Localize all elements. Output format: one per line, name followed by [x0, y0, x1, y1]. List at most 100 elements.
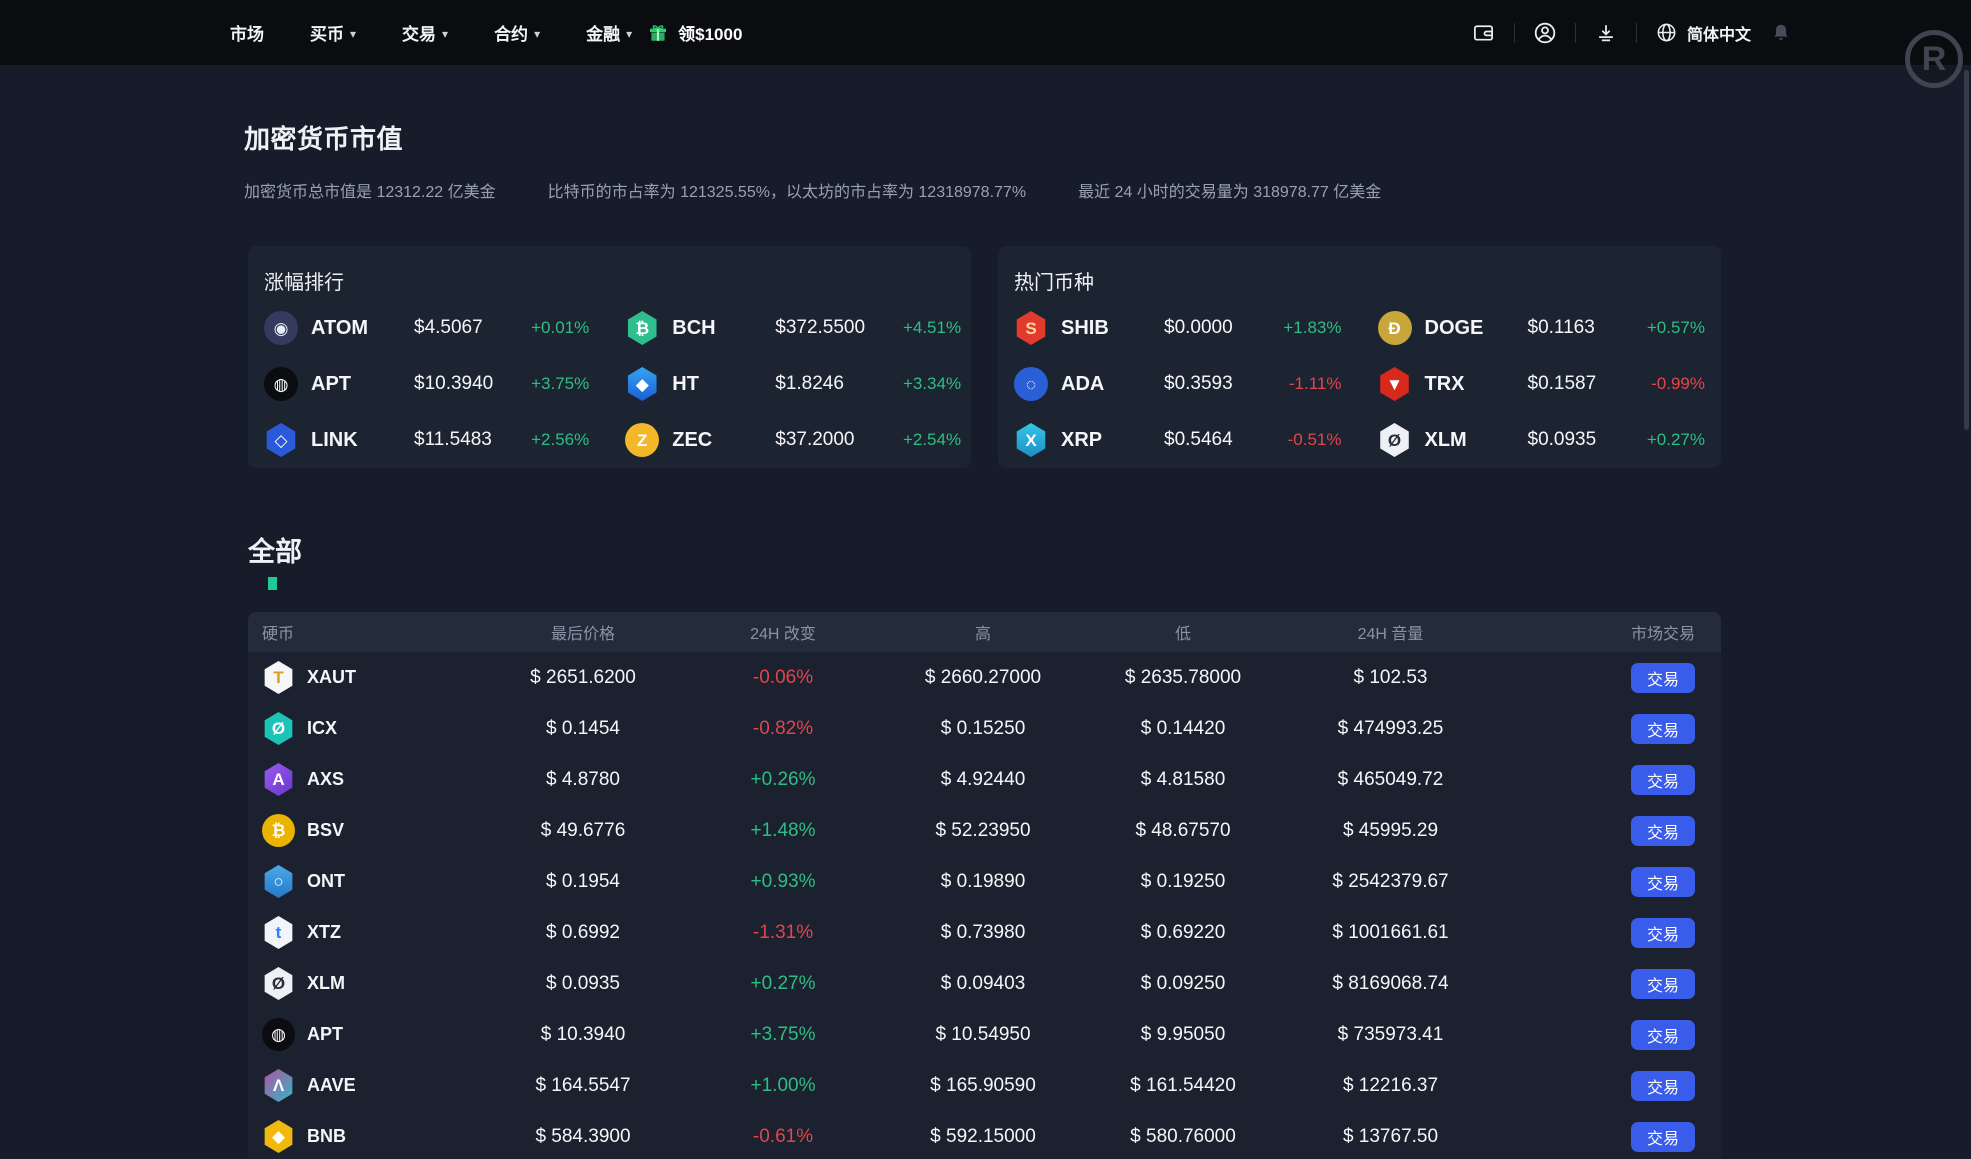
coin-change: +2.56%: [531, 430, 590, 449]
change-24h: -0.82%: [752, 717, 814, 739]
nav-item-futures[interactable]: 合约 ▾: [494, 20, 540, 45]
last-price: $ 49.6776: [540, 819, 626, 841]
coin-item-link[interactable]: ◇ LINK $11.5483 +2.56%: [264, 412, 589, 468]
nav-item-market[interactable]: 市场 ▾: [230, 20, 264, 45]
nav-item-buy-crypto[interactable]: 买币 ▾: [310, 20, 356, 45]
download-app-icon[interactable]: [1594, 21, 1618, 45]
trade-button[interactable]: 交易: [1631, 713, 1695, 744]
change-24h: +0.26%: [750, 768, 816, 790]
coin-symbol: XTZ: [307, 922, 341, 942]
page-title: 加密货币市值: [244, 124, 404, 154]
coin-item-ada[interactable]: ◌ ADA $0.3593 -1.11%: [1014, 356, 1342, 412]
coin-change: +4.51%: [902, 318, 962, 337]
coin-price: $0.5464: [1164, 429, 1233, 450]
high-24h: $ 0.19890: [940, 870, 1026, 892]
change-24h: +1.00%: [750, 1074, 816, 1096]
coin-item-bch[interactable]: ₿ BCH $372.5500 +4.51%: [625, 300, 961, 356]
xtz-coin-icon: t: [264, 916, 293, 949]
chevron-down-icon: ▾: [442, 26, 449, 41]
table-row-xaut: T XAUT $ 2651.6200 -0.06% $ 2660.27000 $…: [248, 652, 1721, 703]
trade-button[interactable]: 交易: [1631, 968, 1695, 999]
change-24h: +3.75%: [750, 1023, 816, 1045]
account-icon[interactable]: [1533, 21, 1557, 45]
table-row-axs: A AXS $ 4.8780 +0.26% $ 4.92440 $ 4.8158…: [248, 754, 1721, 805]
column-header-6: 市场交易: [1630, 626, 1695, 643]
coin-item-zec[interactable]: Z ZEC $37.2000 +2.54%: [625, 412, 961, 468]
wallet-icon[interactable]: [1472, 21, 1496, 45]
volume-24h: $ 102.53: [1353, 666, 1428, 688]
trade-button[interactable]: 交易: [1631, 917, 1695, 948]
link-coin-icon: ◇: [266, 423, 296, 457]
coin-change: -0.99%: [1651, 374, 1705, 393]
trade-button[interactable]: 交易: [1631, 1019, 1695, 1050]
trade-button[interactable]: 交易: [1631, 815, 1695, 846]
aave-coin-icon: Λ: [264, 1069, 293, 1102]
promo-bonus-link[interactable]: 领$1000: [646, 20, 742, 45]
trade-button[interactable]: 交易: [1631, 764, 1695, 795]
last-price: $ 2651.6200: [530, 666, 636, 688]
coin-change: -1.11%: [1288, 374, 1342, 393]
volume-24h: $ 1001661.61: [1332, 921, 1449, 943]
market-stats: 加密货币总市值是 12312.22 亿美金 比特币的市占率为 121325.55…: [244, 178, 1971, 202]
card-title: 热门币种: [1014, 271, 1094, 294]
language-selector[interactable]: 简体中文: [1655, 21, 1751, 45]
volume-24h: $ 13767.50: [1342, 1125, 1439, 1147]
coin-item-trx[interactable]: ▼ TRX $0.1587 -0.99%: [1378, 356, 1705, 412]
ht-coin-icon: ◆: [627, 367, 657, 401]
high-24h: $ 592.15000: [930, 1125, 1036, 1147]
scrollbar-thumb[interactable]: [1964, 70, 1969, 430]
coin-symbol: APT: [307, 1024, 343, 1044]
volume-24h: $ 45995.29: [1342, 819, 1439, 841]
coin-item-doge[interactable]: Ð DOGE $0.1163 +0.57%: [1377, 300, 1705, 356]
last-price: $ 584.3900: [535, 1125, 631, 1147]
coin-price: $0.0000: [1164, 317, 1233, 338]
last-price: $ 164.5547: [535, 1074, 631, 1096]
last-price: $ 0.0935: [546, 972, 620, 994]
gift-icon: [646, 21, 670, 45]
coin-symbol: BNB: [307, 1126, 346, 1146]
coin-item-ht[interactable]: ◆ HT $1.8246 +3.34%: [625, 356, 961, 412]
table-body: T XAUT $ 2651.6200 -0.06% $ 2660.27000 $…: [248, 652, 1721, 1159]
volume-24h: $ 8169068.74: [1332, 972, 1449, 994]
trade-button[interactable]: 交易: [1631, 662, 1695, 693]
last-price: $ 0.1954: [546, 870, 620, 892]
coin-item-shib[interactable]: S SHIB $0.0000 +1.83%: [1014, 300, 1342, 356]
coin-symbol: DOGE: [1424, 316, 1484, 339]
dominance-stat: 比特币的市占率为 121325.55%，以太坊的市占率为 12318978.77…: [547, 184, 1027, 201]
coin-symbol: BCH: [672, 316, 716, 339]
coin-price: $0.0935: [1527, 429, 1597, 450]
active-tab-marker: [268, 577, 277, 590]
low-24h: $ 161.54420: [1130, 1074, 1236, 1096]
nav-item-label: 金融: [586, 25, 621, 44]
coin-item-apt[interactable]: ◍ APT $10.3940 +3.75%: [264, 356, 589, 412]
table-row-icx: Ø ICX $ 0.1454 -0.82% $ 0.15250 $ 0.1442…: [248, 703, 1721, 754]
coin-symbol: ATOM: [311, 316, 369, 339]
trade-button[interactable]: 交易: [1631, 1121, 1695, 1152]
notification-bell-icon[interactable]: [1769, 21, 1793, 45]
coin-change: +0.01%: [531, 318, 590, 337]
all-section-title: 全部: [248, 537, 302, 567]
table-row-xlm: Ø XLM $ 0.0935 +0.27% $ 0.09403 $ 0.0925…: [248, 958, 1721, 1009]
column-header-5: 24H 音量: [1357, 626, 1424, 643]
hot-coins-card: 热门币种 S SHIB $0.0000 +1.83% Ð DOGE $0.116…: [998, 246, 1721, 468]
table-row-ont: ○ ONT $ 0.1954 +0.93% $ 0.19890 $ 0.1925…: [248, 856, 1721, 907]
coin-item-xrp[interactable]: X XRP $0.5464 -0.51%: [1014, 412, 1342, 468]
low-24h: $ 0.69220: [1140, 921, 1226, 943]
divider: [1635, 22, 1637, 43]
trade-button[interactable]: 交易: [1631, 1070, 1695, 1101]
brand-watermark-logo: R: [1905, 30, 1963, 88]
coin-symbol: BSV: [307, 820, 345, 840]
coin-symbol: HT: [672, 372, 699, 395]
coin-price: $0.3593: [1164, 373, 1233, 394]
zec-coin-icon: Z: [625, 423, 660, 457]
trade-button[interactable]: 交易: [1631, 866, 1695, 897]
coin-item-atom[interactable]: ◉ ATOM $4.5067 +0.01%: [264, 300, 589, 356]
nav-item-trade[interactable]: 交易 ▾: [402, 20, 448, 45]
divider: [1513, 22, 1515, 43]
divider: [1574, 22, 1576, 43]
coin-change: +0.27%: [1646, 430, 1705, 449]
coin-item-xlm[interactable]: Ø XLM $0.0935 +0.27%: [1378, 412, 1705, 468]
coin-change: -0.51%: [1287, 430, 1342, 449]
change-24h: -1.31%: [752, 921, 814, 943]
nav-item-finance[interactable]: 金融 ▾: [586, 20, 632, 45]
